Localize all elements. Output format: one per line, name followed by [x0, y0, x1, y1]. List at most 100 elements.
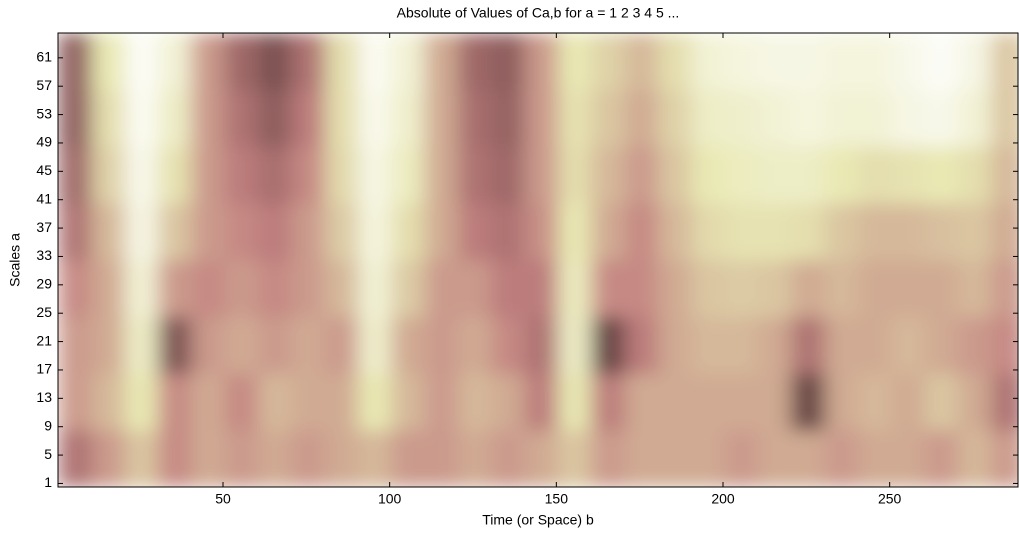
heatmap-cell	[958, 373, 992, 431]
heatmap-cell	[258, 430, 292, 487]
heatmap-cell	[91, 373, 126, 431]
heatmap-cell	[991, 316, 1018, 374]
heatmap-cell	[191, 316, 226, 374]
heatmap-cell	[724, 203, 759, 261]
heatmap-cell	[824, 430, 859, 487]
heatmap-cell	[824, 89, 859, 147]
heatmap-cell	[291, 373, 326, 431]
heatmap-cell	[158, 260, 192, 318]
heatmap-cell	[124, 430, 159, 487]
heatmap-cell	[658, 260, 692, 318]
heatmap-cell	[858, 203, 892, 261]
heatmap-cell	[158, 33, 192, 91]
heatmap-cell	[991, 33, 1018, 91]
heatmap-cell	[691, 146, 726, 204]
heatmap-cell	[91, 146, 126, 204]
heatmap-cell	[891, 89, 926, 147]
heatmap-cell	[324, 89, 359, 147]
y-tick-label: 5	[44, 446, 52, 462]
heatmap-cell	[924, 430, 959, 487]
heatmap-cell	[691, 316, 726, 374]
heatmap-cell	[258, 203, 292, 261]
heatmap-cell	[391, 146, 426, 204]
heatmap-cell	[858, 89, 892, 147]
heatmap-cell	[458, 203, 492, 261]
heatmap-cell	[158, 203, 192, 261]
heatmap-cell	[558, 146, 592, 204]
y-tick-label: 13	[36, 389, 52, 405]
heatmap-cell	[491, 146, 526, 204]
y-tick-label: 21	[36, 332, 52, 348]
heatmap-cell	[524, 203, 559, 261]
heatmap-cell	[524, 89, 559, 147]
heatmap-cell	[358, 260, 392, 318]
heatmap-cell	[924, 33, 959, 91]
heatmap-cell	[191, 373, 226, 431]
heatmap-cell	[158, 316, 192, 374]
y-tick-label: 29	[36, 276, 52, 292]
heatmap-cell	[91, 430, 126, 487]
heatmap-cell	[591, 316, 626, 374]
y-tick-label: 53	[36, 105, 52, 121]
heatmap-cell	[91, 89, 126, 147]
heatmap-cell	[591, 146, 626, 204]
heatmap-cell	[824, 203, 859, 261]
heatmap-cell	[491, 316, 526, 374]
heatmap-cell	[58, 33, 92, 91]
heatmap-cell	[424, 89, 459, 147]
heatmap-cell	[391, 430, 426, 487]
heatmap-cell	[791, 89, 826, 147]
heatmap-cell	[791, 316, 826, 374]
heatmap-cell	[324, 260, 359, 318]
heatmap-cell	[124, 33, 159, 91]
heatmap-cell	[958, 260, 992, 318]
heatmap-cell	[858, 33, 892, 91]
heatmap-cell	[924, 373, 959, 431]
heatmap-cell	[691, 89, 726, 147]
heatmap-cell	[258, 373, 292, 431]
heatmap-cell	[691, 260, 726, 318]
heatmap-cell	[458, 146, 492, 204]
plot-frame	[57, 32, 1019, 488]
heatmap-cell	[191, 146, 226, 204]
heatmap-cell	[424, 146, 459, 204]
heatmap-cell	[191, 33, 226, 91]
x-tick-label: 200	[711, 491, 735, 507]
heatmap-cell	[58, 146, 92, 204]
heatmap-cell	[391, 373, 426, 431]
heatmap-cell	[358, 430, 392, 487]
heatmap-cell	[58, 373, 92, 431]
heatmap-cell	[624, 316, 659, 374]
x-axis-label: Time (or Space) b	[482, 512, 594, 528]
heatmap-cell	[791, 146, 826, 204]
heatmap-cell	[624, 260, 659, 318]
heatmap-cell	[758, 33, 792, 91]
heatmap-cell	[391, 203, 426, 261]
heatmap-cell	[724, 89, 759, 147]
heatmap-cell	[424, 33, 459, 91]
heatmap-cell	[624, 203, 659, 261]
y-tick-label: 45	[36, 162, 52, 178]
heatmap-cell	[724, 33, 759, 91]
heatmap-cell	[824, 33, 859, 91]
heatmap-cell	[458, 373, 492, 431]
heatmap-cell	[258, 89, 292, 147]
heatmap-cell	[124, 89, 159, 147]
heatmap-cell	[458, 430, 492, 487]
heatmap-cell	[324, 316, 359, 374]
heatmap-cell	[458, 316, 492, 374]
axes: 50 100 150 200 250 1 5 9 13 17 21 25 29 33 37 41 45 49 53 5…	[36, 32, 1019, 507]
heatmap-cell	[524, 316, 559, 374]
heatmap-cell	[824, 373, 859, 431]
heatmap-cell	[791, 430, 826, 487]
heatmap-cell	[58, 203, 92, 261]
heatmap-cell	[358, 316, 392, 374]
heatmap-cell	[924, 260, 959, 318]
heatmap-cell	[958, 89, 992, 147]
heatmap-cell	[224, 89, 259, 147]
heatmap-cell	[858, 430, 892, 487]
heatmap-cell	[758, 316, 792, 374]
heatmap-cell	[758, 373, 792, 431]
heatmap-cell	[991, 430, 1018, 487]
